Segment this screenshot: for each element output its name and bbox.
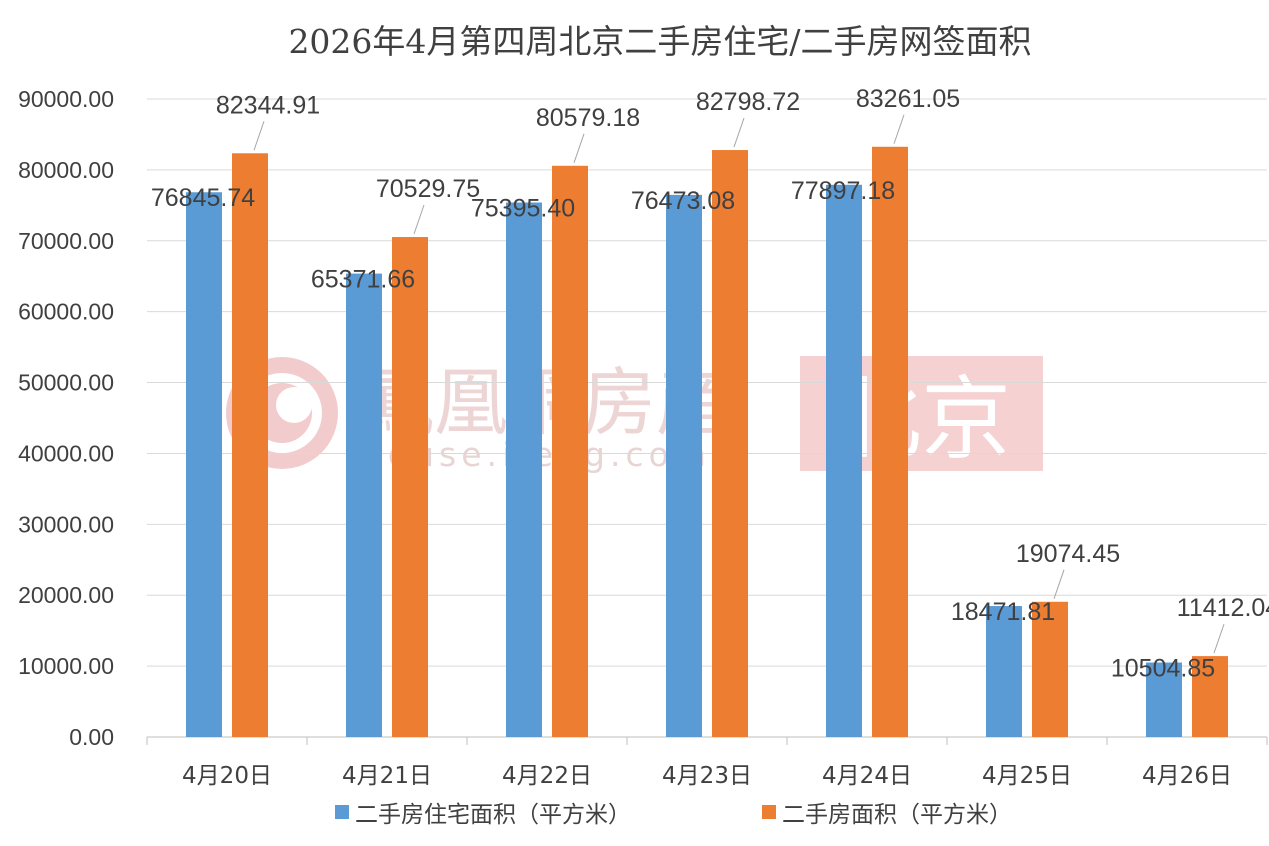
y-tick-label: 60000.00 <box>18 299 114 325</box>
bar-residential <box>186 192 222 737</box>
bar-residential <box>666 194 702 737</box>
x-tick-label: 4月21日 <box>342 763 432 789</box>
leader-line <box>893 114 905 144</box>
legend: 二手房住宅面积（平方米） 二手房面积（平方米） <box>335 802 1012 828</box>
data-label-residential: 65371.66 <box>311 266 415 294</box>
data-label-total: 83261.05 <box>856 85 960 113</box>
bar-total <box>1192 656 1228 737</box>
bar-total <box>552 165 588 737</box>
x-tick-label: 4月20日 <box>182 763 272 789</box>
y-tick-label: 70000.00 <box>18 228 114 254</box>
data-label-total: 80579.18 <box>536 104 640 132</box>
y-tick-label: 0.00 <box>69 724 114 750</box>
x-axis: 4月20日 4月21日 4月22日 4月23日 4月24日 4月25日 4月26日 <box>146 736 1268 789</box>
bar-residential <box>506 202 542 737</box>
data-label-total: 19074.45 <box>1016 540 1120 568</box>
data-label-total: 11412.04 <box>1177 594 1269 622</box>
bar-total <box>392 237 428 737</box>
x-tick-label: 4月25日 <box>982 763 1072 789</box>
x-tick-label: 4月23日 <box>662 763 752 789</box>
data-label-residential: 18471.81 <box>951 598 1055 626</box>
data-label-total: 82798.72 <box>696 88 800 116</box>
x-tick-label: 4月22日 <box>502 763 592 789</box>
data-label-residential: 76473.08 <box>631 187 735 215</box>
y-tick-label: 20000.00 <box>18 582 114 608</box>
bar-total <box>872 146 908 737</box>
leader-line <box>1053 569 1065 599</box>
data-labels: 76845.74 65371.66 75395.40 76473.08 77897.18… <box>151 85 1269 683</box>
bar-residential <box>1146 662 1182 737</box>
leader-line <box>573 133 585 163</box>
bar-total <box>712 150 748 737</box>
data-label-residential: 77897.18 <box>791 177 895 205</box>
leader-line <box>413 204 425 235</box>
bar-residential <box>826 184 862 738</box>
legend-swatch-residential <box>335 805 349 819</box>
data-label-residential: 76845.74 <box>151 184 255 212</box>
leader-line <box>733 117 745 148</box>
legend-label-total: 二手房面积（平方米） <box>782 802 1012 828</box>
bars <box>186 146 1228 738</box>
y-tick-label: 40000.00 <box>18 440 114 466</box>
leader-line <box>253 121 265 151</box>
y-tick-label: 80000.00 <box>18 157 114 183</box>
y-tick-label: 90000.00 <box>18 86 114 112</box>
data-label-total: 82344.91 <box>216 91 320 119</box>
y-tick-label: 50000.00 <box>18 370 114 396</box>
legend-label-residential: 二手房住宅面积（平方米） <box>355 802 631 828</box>
chart-title: 2026年4月第四周北京二手房住宅/二手房网签面积 <box>288 22 1031 61</box>
legend-swatch-total <box>762 805 776 819</box>
bar-residential <box>986 606 1022 737</box>
y-axis: 0.00 10000.00 20000.00 30000.00 40000.00 5000… <box>18 86 114 750</box>
x-tick-label: 4月26日 <box>1142 763 1232 789</box>
gridlines <box>147 98 1267 667</box>
y-tick-label: 10000.00 <box>18 653 114 679</box>
data-label-residential: 75395.40 <box>471 195 575 223</box>
bar-total <box>1032 601 1068 737</box>
y-tick-label: 30000.00 <box>18 511 114 537</box>
x-tick-label: 4月24日 <box>822 763 912 789</box>
data-label-total: 70529.75 <box>376 175 480 203</box>
bar-total <box>232 153 268 737</box>
leader-line <box>1213 623 1225 654</box>
data-label-residential: 10504.85 <box>1111 655 1215 683</box>
bar-residential <box>346 273 382 737</box>
